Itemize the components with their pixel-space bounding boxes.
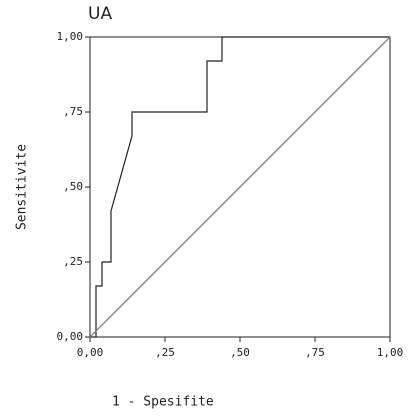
y-tick-label: ,50 <box>63 180 83 193</box>
x-tick-label: ,50 <box>230 346 250 359</box>
x-tick-label: 0,00 <box>77 346 104 359</box>
y-axis-label: Sensitivite <box>15 144 30 230</box>
chart-title: UA <box>88 4 112 24</box>
roc-line <box>89 36 391 338</box>
y-tick-label: ,75 <box>63 105 83 118</box>
y-tick-label: ,25 <box>63 255 83 268</box>
y-tick-label: 0,00 <box>57 330 84 343</box>
x-axis-label: 1 - Spesifite <box>112 395 214 410</box>
x-tick-label: ,75 <box>305 346 325 359</box>
x-tick-label: 1,00 <box>377 346 404 359</box>
roc-line <box>90 36 390 338</box>
y-tick-label: 1,00 <box>57 30 84 43</box>
x-tick-label: ,25 <box>155 346 175 359</box>
